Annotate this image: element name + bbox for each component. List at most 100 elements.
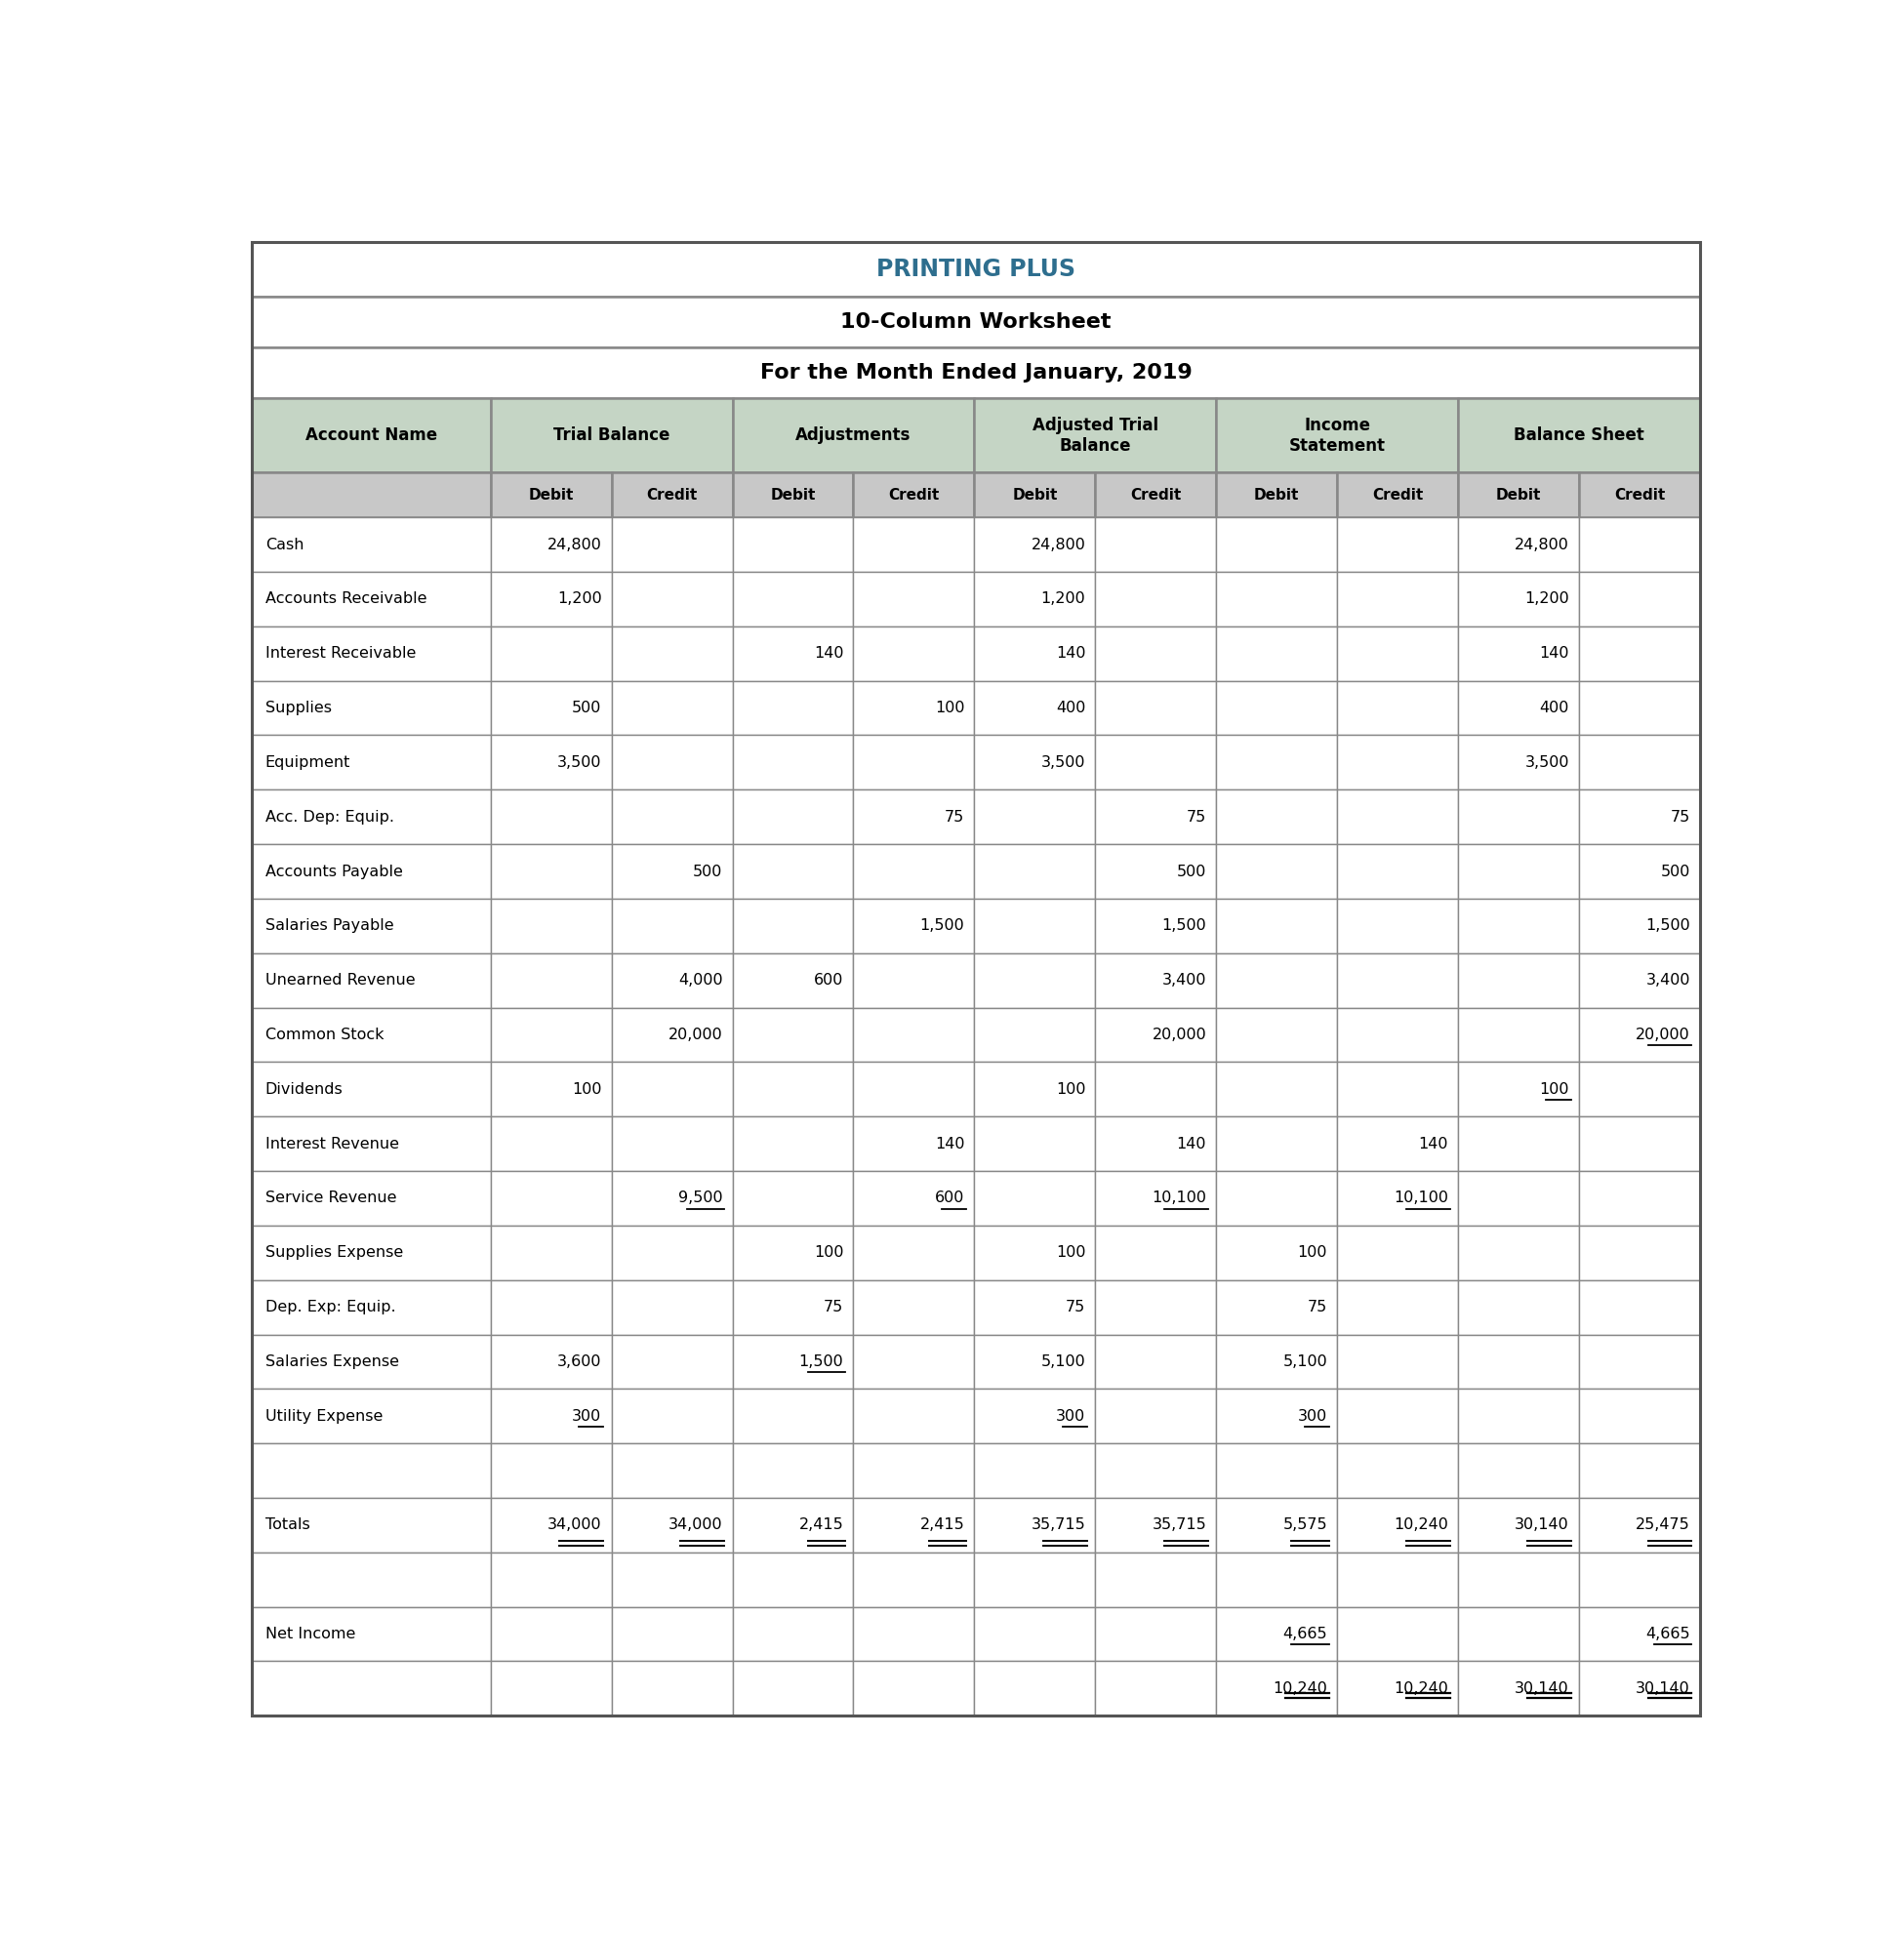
Bar — [733, 1116, 853, 1171]
Bar — [1458, 1171, 1578, 1225]
Text: 75: 75 — [1186, 810, 1207, 824]
Bar — [1095, 1335, 1217, 1390]
Bar — [853, 572, 975, 626]
Text: 1,500: 1,500 — [1645, 919, 1691, 934]
Bar — [733, 1171, 853, 1225]
Text: 30,140: 30,140 — [1516, 1517, 1569, 1533]
Bar — [1095, 953, 1217, 1008]
Bar — [251, 1279, 491, 1335]
Text: 34,000: 34,000 — [668, 1517, 724, 1533]
Text: 30,140: 30,140 — [1516, 1682, 1569, 1696]
Bar — [1578, 1335, 1700, 1390]
Text: 1,200: 1,200 — [1041, 591, 1085, 607]
Bar — [1095, 572, 1217, 626]
Bar — [611, 1335, 733, 1390]
Text: 35,715: 35,715 — [1032, 1517, 1085, 1533]
Bar — [251, 572, 491, 626]
Bar — [1578, 1225, 1700, 1279]
Bar — [733, 1498, 853, 1552]
Bar — [491, 680, 611, 735]
Bar — [1458, 1279, 1578, 1335]
Bar — [491, 1171, 611, 1225]
Bar — [1095, 626, 1217, 680]
Text: Totals: Totals — [265, 1517, 310, 1533]
Bar — [1458, 1335, 1578, 1390]
Text: 5,100: 5,100 — [1041, 1355, 1085, 1368]
Bar — [733, 735, 853, 789]
Text: Debit: Debit — [1255, 488, 1299, 502]
Bar — [491, 735, 611, 789]
Bar — [1458, 1390, 1578, 1444]
Bar — [491, 473, 611, 517]
Bar — [1578, 899, 1700, 953]
Bar — [251, 899, 491, 953]
Text: 3,600: 3,600 — [558, 1355, 602, 1368]
Bar — [733, 1552, 853, 1607]
Text: 10-Column Worksheet: 10-Column Worksheet — [840, 312, 1112, 331]
Bar — [491, 399, 733, 473]
Text: Supplies Expense: Supplies Expense — [265, 1246, 404, 1260]
Bar — [733, 1225, 853, 1279]
Bar — [1217, 953, 1337, 1008]
Bar — [491, 1116, 611, 1171]
Bar — [251, 1062, 491, 1116]
Text: 100: 100 — [1055, 1246, 1085, 1260]
Bar — [975, 1008, 1095, 1062]
Bar — [853, 1335, 975, 1390]
Bar — [491, 1444, 611, 1498]
Bar — [975, 399, 1217, 473]
Bar — [1337, 1279, 1458, 1335]
Text: Debit: Debit — [1013, 488, 1057, 502]
Bar — [853, 517, 975, 572]
Bar — [611, 572, 733, 626]
Bar — [611, 845, 733, 899]
Bar — [975, 1390, 1095, 1444]
Bar — [853, 1661, 975, 1715]
Text: 75: 75 — [1066, 1300, 1085, 1314]
Bar — [251, 242, 1700, 297]
Bar — [611, 1390, 733, 1444]
Bar — [491, 1498, 611, 1552]
Bar — [1095, 1062, 1217, 1116]
Bar — [1458, 845, 1578, 899]
Bar — [1217, 1390, 1337, 1444]
Bar — [853, 953, 975, 1008]
Bar — [491, 1390, 611, 1444]
Bar — [1337, 1008, 1458, 1062]
Bar — [1337, 899, 1458, 953]
Text: PRINTING PLUS: PRINTING PLUS — [876, 258, 1076, 281]
Text: Dep. Exp: Equip.: Dep. Exp: Equip. — [265, 1300, 396, 1314]
Bar — [853, 1552, 975, 1607]
Bar — [733, 953, 853, 1008]
Bar — [1095, 1225, 1217, 1279]
Bar — [975, 789, 1095, 845]
Text: 75: 75 — [1308, 1300, 1327, 1314]
Text: 1,500: 1,500 — [920, 919, 965, 934]
Text: 10,240: 10,240 — [1272, 1682, 1327, 1696]
Bar — [1337, 1498, 1458, 1552]
Bar — [975, 1607, 1095, 1661]
Text: Credit: Credit — [889, 488, 939, 502]
Text: 5,575: 5,575 — [1283, 1517, 1327, 1533]
Text: 600: 600 — [813, 973, 843, 988]
Text: 500: 500 — [1660, 864, 1691, 878]
Bar — [611, 1062, 733, 1116]
Bar — [1337, 473, 1458, 517]
Bar — [611, 899, 733, 953]
Bar — [491, 1279, 611, 1335]
Text: 24,800: 24,800 — [546, 537, 602, 552]
Bar — [1217, 1498, 1337, 1552]
Text: 500: 500 — [571, 702, 602, 715]
Bar — [1578, 1062, 1700, 1116]
Text: Service Revenue: Service Revenue — [265, 1192, 396, 1205]
Bar — [1217, 517, 1337, 572]
Bar — [251, 1552, 491, 1607]
Bar — [853, 1444, 975, 1498]
Text: Trial Balance: Trial Balance — [554, 426, 670, 444]
Bar — [1458, 1116, 1578, 1171]
Bar — [853, 1062, 975, 1116]
Text: 75: 75 — [944, 810, 965, 824]
Bar — [1458, 517, 1578, 572]
Bar — [491, 1062, 611, 1116]
Text: Salaries Payable: Salaries Payable — [265, 919, 394, 934]
